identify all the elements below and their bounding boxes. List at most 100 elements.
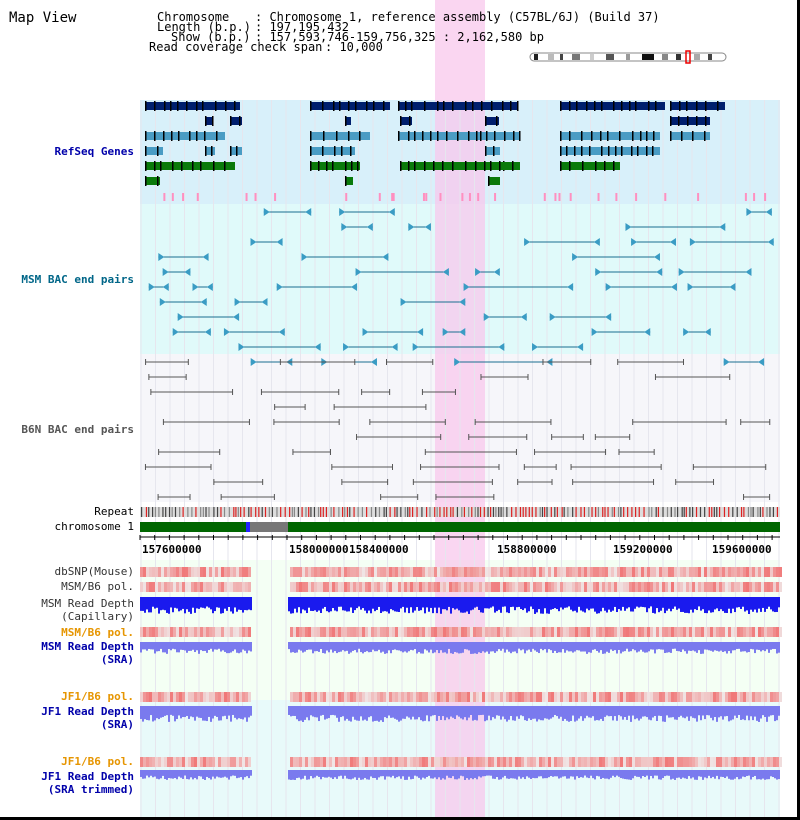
gene-exon	[480, 131, 482, 141]
read-depth-bar	[212, 706, 214, 719]
read-depth-bar	[430, 597, 432, 608]
read-depth-bar	[294, 706, 296, 716]
read-depth-bar	[148, 770, 150, 778]
read-depth-bar	[758, 770, 760, 780]
polymorphism-cell	[194, 757, 197, 767]
read-depth-bar	[506, 706, 508, 722]
read-depth-bar	[584, 706, 586, 719]
gene-exon	[357, 161, 359, 171]
polymorphism-cell	[644, 627, 647, 637]
dbsnp-track-label[interactable]: dbSNP(Mouse)	[54, 565, 134, 578]
read-depth-bar	[546, 770, 548, 779]
polymorphism-cell	[506, 692, 509, 702]
read-depth-bar	[298, 706, 300, 722]
read-depth-bar	[142, 597, 144, 611]
read-depth-bar	[660, 770, 662, 780]
gene-fragment	[425, 193, 428, 201]
read-depth-bar	[582, 770, 584, 778]
polymorphism-cell	[752, 582, 755, 592]
read-depth-bar	[362, 770, 364, 780]
read-depth-bar	[664, 642, 666, 654]
msm-b6-pol-track-label[interactable]: MSM/B6 pol.	[61, 580, 134, 593]
polymorphism-cell	[500, 567, 503, 577]
gene-exon	[696, 116, 698, 126]
jf1-trimmed-label[interactable]: JF1 Read Depth	[41, 770, 134, 783]
polymorphism-cell	[182, 582, 185, 592]
read-depth-bar	[240, 706, 242, 719]
read-depth-bar	[344, 770, 346, 776]
b6n-bac-track-label[interactable]: B6N BAC end pairs	[21, 423, 134, 436]
read-depth-bar	[186, 597, 188, 610]
gene-exon	[613, 161, 615, 171]
read-depth-bar	[618, 770, 620, 777]
polymorphism-cell	[752, 757, 755, 767]
read-depth-bar	[748, 706, 750, 721]
read-depth-bar	[222, 706, 224, 717]
polymorphism-cell	[248, 627, 251, 637]
gene-exon	[601, 146, 603, 156]
polymorphism-cell	[740, 582, 743, 592]
read-depth-bar	[390, 706, 392, 718]
read-depth-bar	[522, 770, 524, 778]
repeat-track-label[interactable]: Repeat	[94, 505, 134, 518]
read-depth-bar	[772, 706, 774, 716]
read-depth-bar	[526, 770, 528, 777]
polymorphism-cell	[773, 627, 776, 637]
read-depth-bar	[748, 597, 750, 614]
polymorphism-cell	[707, 692, 710, 702]
read-depth-bar	[630, 706, 632, 722]
read-depth-bar	[616, 597, 618, 613]
polymorphism-cell	[428, 567, 431, 577]
jf1-read-depth-label[interactable]: JF1 Read Depth	[41, 705, 134, 718]
repeat-element	[383, 507, 385, 517]
gene-exon	[560, 101, 562, 111]
read-depth-bar	[364, 597, 366, 611]
read-depth-bar	[306, 642, 308, 651]
jf1-b6-pol-2-label[interactable]: JF1/B6 pol.	[61, 755, 134, 768]
polymorphism-cell	[743, 567, 746, 577]
read-depth-bar	[652, 706, 654, 718]
read-depth-bar	[518, 597, 520, 607]
msm-read-depth-sra-label[interactable]: MSM Read Depth	[41, 640, 134, 653]
polymorphism-cell	[713, 627, 716, 637]
polymorphism-cell	[299, 582, 302, 592]
read-depth-bar	[456, 597, 458, 609]
refseq-track-label[interactable]: RefSeq Genes	[54, 145, 134, 158]
read-depth-bar	[440, 597, 442, 614]
polymorphism-cell	[479, 567, 482, 577]
polymorphism-cell	[290, 757, 293, 767]
read-depth-bar	[322, 597, 324, 609]
polymorphism-cell	[647, 582, 650, 592]
jf1-b6-pol-label[interactable]: JF1/B6 pol.	[61, 690, 134, 703]
polymorphism-cell	[749, 692, 752, 702]
polymorphism-cell	[620, 582, 623, 592]
gene-exon	[494, 131, 496, 141]
polymorphism-cell	[404, 627, 407, 637]
polymorphism-cell	[698, 582, 701, 592]
polymorphism-cell	[686, 627, 689, 637]
gene-fragment	[274, 193, 277, 201]
polymorphism-cell	[161, 757, 164, 767]
gene-feature	[560, 102, 665, 110]
polymorphism-cell	[494, 627, 497, 637]
polymorphism-cell	[602, 757, 605, 767]
msm-bac-track-label[interactable]: MSM BAC end pairs	[21, 273, 134, 286]
polymorphism-cell	[215, 582, 218, 592]
chromosome-track-label[interactable]: chromosome 1	[54, 520, 134, 533]
polymorphism-cell	[398, 627, 401, 637]
gene-exon	[225, 101, 227, 111]
read-depth-bar	[514, 597, 516, 611]
read-depth-bar	[564, 642, 566, 653]
read-depth-bar	[544, 770, 546, 779]
polymorphism-cell	[467, 692, 470, 702]
polymorphism-cell	[302, 692, 305, 702]
gene-exon	[192, 161, 194, 171]
polymorphism-cell	[659, 627, 662, 637]
msm-read-depth-capillary-label[interactable]: MSM Read Depth	[41, 597, 134, 610]
polymorphism-cell	[455, 627, 458, 637]
read-depth-bar	[350, 642, 352, 653]
polymorphism-cell	[239, 757, 242, 767]
read-depth-bar	[520, 770, 522, 779]
msm-b6-pol-sra-label[interactable]: MSM/B6 pol.	[61, 626, 134, 639]
